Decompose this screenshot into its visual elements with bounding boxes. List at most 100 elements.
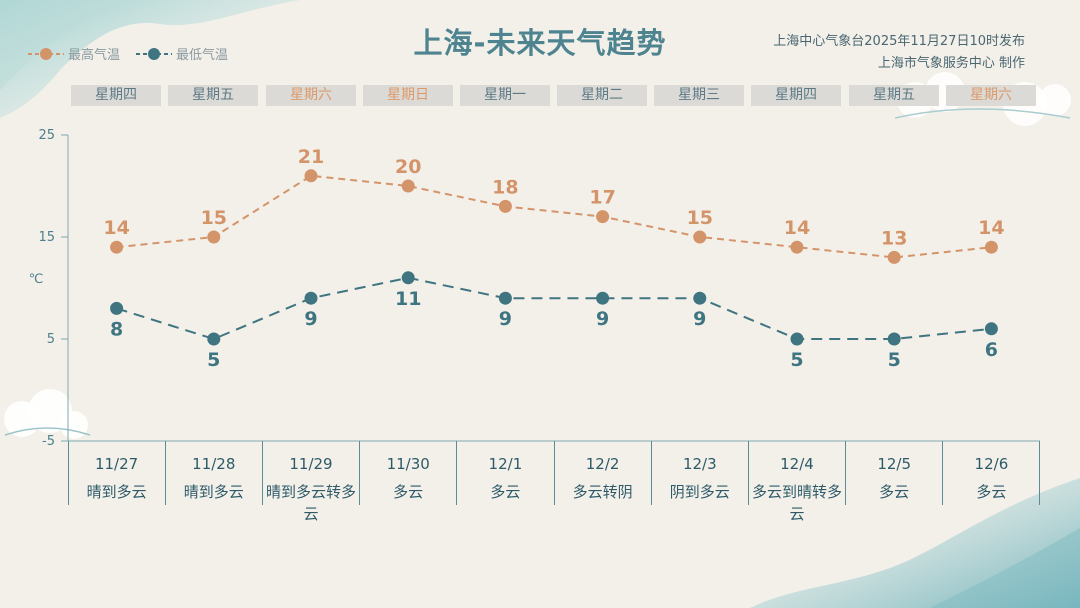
legend-swatch-high-icon [28, 47, 64, 60]
data-label-low: 5 [790, 349, 803, 371]
x-column: 11/28 晴到多云 [165, 441, 262, 505]
column-separator [359, 441, 360, 505]
data-point-low [790, 332, 804, 346]
data-point-high [887, 250, 901, 264]
column-separator [554, 441, 555, 505]
weekday-label: 星期六 [266, 85, 356, 106]
data-label-low: 9 [304, 308, 317, 330]
data-label-low: 5 [888, 349, 901, 371]
weekday-label: 星期二 [557, 85, 647, 106]
data-label-high: 14 [784, 217, 810, 239]
producer-line: 上海市气象服务中心 制作 [877, 56, 1025, 71]
data-label-high: 21 [298, 146, 324, 168]
x-column: 12/5 多云 [846, 441, 943, 505]
weekday-label: 星期六 [946, 85, 1036, 106]
x-column: 11/29 晴到多云转多云 [262, 441, 359, 523]
data-point-low [498, 291, 512, 305]
y-tick-label: 5 [47, 332, 55, 347]
data-point-high [401, 179, 415, 193]
y-tick-label: 15 [38, 230, 55, 245]
weather-description: 多云 [879, 483, 910, 501]
column-separator [456, 441, 457, 505]
column-separator [845, 441, 846, 505]
x-column: 12/3 阴到多云 [651, 441, 748, 505]
data-point-high [110, 240, 124, 254]
column-separator [262, 441, 263, 505]
data-label-high: 14 [103, 217, 129, 239]
x-tick-label-date: 11/27 [94, 455, 139, 473]
data-point-low [304, 291, 318, 305]
y-axis-label: ℃ [29, 272, 44, 287]
data-label-low: 9 [693, 308, 706, 330]
x-tick-label-date: 12/3 [682, 455, 717, 473]
data-label-low: 8 [110, 318, 123, 340]
data-point-high [693, 230, 707, 244]
data-label-high: 18 [492, 176, 518, 198]
legend-item-high: 最高气温 [28, 44, 120, 63]
data-point-high [596, 210, 610, 224]
data-label-high: 14 [978, 217, 1004, 239]
column-separator [165, 441, 166, 505]
data-label-high: 15 [687, 207, 713, 229]
data-point-low [401, 271, 415, 285]
legend-swatch-low-icon [136, 47, 173, 60]
x-column: 12/2 多云转阴 [554, 441, 651, 505]
column-separator [1039, 441, 1040, 505]
data-point-low [984, 322, 998, 336]
weekday-label: 星期三 [654, 85, 744, 106]
column-separator [651, 441, 652, 505]
legend-label-low: 最低气温 [176, 48, 229, 63]
weekday-label: 星期四 [71, 85, 161, 106]
weekday-label: 星期五 [168, 85, 258, 106]
weekday-label: 星期四 [751, 85, 841, 106]
weather-description: 多云到晴转多云 [751, 483, 842, 523]
data-point-high [304, 169, 318, 183]
legend-label-high: 最高气温 [68, 48, 121, 63]
y-tick-label: -5 [42, 434, 55, 449]
publisher-line: 上海中心气象台2025年11月27日10时发布 [773, 34, 1025, 49]
weekday-bar: 星期四 星期五 星期六 星期日 星期一 星期二 星期三 星期四 星期五 星期六 [0, 85, 1080, 107]
x-tick-label-date: 12/2 [585, 455, 620, 473]
weather-description: 多云 [490, 483, 521, 501]
legend-item-low: 最低气温 [136, 44, 228, 63]
series-line-high [116, 174, 992, 259]
data-label-high: 13 [881, 227, 907, 249]
weather-description: 多云 [393, 483, 424, 501]
data-point-high [207, 230, 221, 244]
data-point-high [790, 240, 804, 254]
data-label-low: 5 [207, 349, 220, 371]
weather-description: 晴到多云 [183, 483, 244, 501]
chart-title: 上海-未来天气趋势 [413, 26, 667, 60]
column-separator [942, 441, 943, 505]
data-point-high [984, 240, 998, 254]
data-label-high: 20 [395, 156, 421, 178]
x-tick-label-date: 12/5 [877, 455, 912, 473]
x-tick-label-date: 12/6 [974, 455, 1009, 473]
x-axis-table: 11/27 晴到多云 11/28 晴到多云 11/29 晴到多云转多云 11/3… [68, 441, 1040, 523]
weather-description: 多云转阴 [572, 483, 633, 501]
column-separator [748, 441, 749, 505]
weekday-label: 星期日 [363, 85, 453, 106]
x-tick-label-date: 11/30 [386, 455, 430, 473]
data-point-low [887, 332, 901, 346]
x-column: 12/1 多云 [457, 441, 554, 505]
weather-description: 晴到多云 [86, 483, 147, 501]
weekday-label: 星期一 [460, 85, 550, 106]
weather-description: 多云 [976, 483, 1007, 501]
weather-description: 阴到多云 [669, 483, 730, 501]
data-point-low [596, 291, 610, 305]
x-tick-label-date: 12/1 [488, 455, 523, 473]
data-point-high [498, 199, 512, 213]
x-column: 11/30 多云 [360, 441, 457, 505]
data-point-low [693, 291, 707, 305]
data-point-low [207, 332, 221, 346]
x-tick-label-date: 11/28 [192, 455, 236, 473]
weather-description: 晴到多云转多云 [265, 483, 356, 523]
x-column: 12/6 多云 [943, 441, 1040, 505]
data-label-high: 15 [201, 207, 227, 229]
data-label-low: 11 [395, 288, 421, 310]
column-separator [68, 441, 69, 505]
x-tick-label-date: 12/4 [780, 455, 814, 473]
legend: 最高气温 最低气温 [28, 44, 244, 63]
